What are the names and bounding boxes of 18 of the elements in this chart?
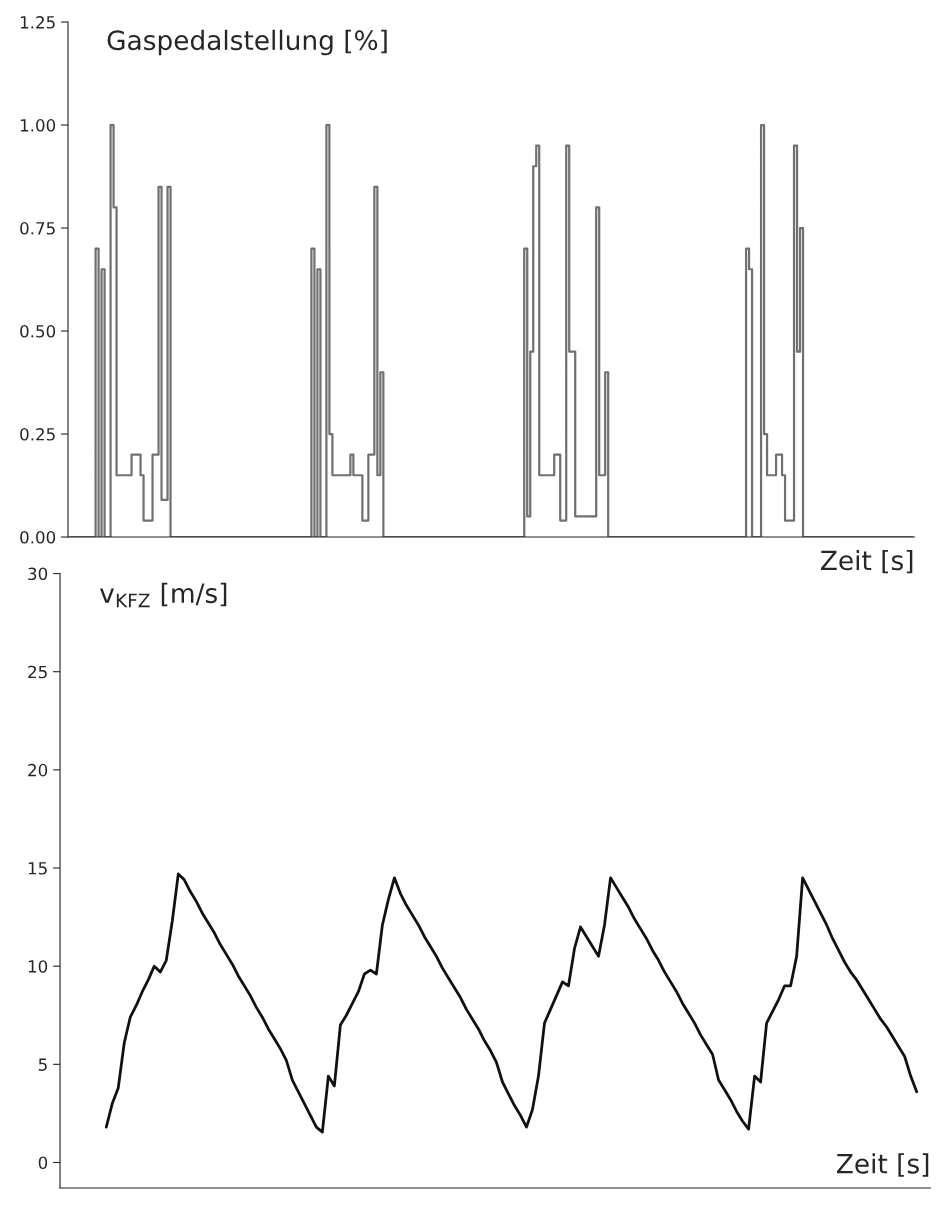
y-tick-label: 5 bbox=[38, 1058, 47, 1071]
y-tick-label: 25 bbox=[28, 665, 47, 679]
y-axis-title: v$_{KFZ}$ [m/s] bbox=[99, 582, 227, 608]
y-tick-label: 10 bbox=[28, 960, 48, 973]
y-tick-label: 0 bbox=[38, 1156, 48, 1170]
y-tick-label: 20 bbox=[28, 763, 48, 777]
y-axis-title: Gaspedalstellung [%] bbox=[107, 29, 387, 56]
y-tick-label: 0.25 bbox=[20, 428, 55, 441]
y-tick-label: 0.00 bbox=[20, 531, 56, 544]
y-tick-label: 30 bbox=[28, 567, 48, 581]
x-axis-title: Zeit [s] bbox=[821, 549, 913, 574]
line-series bbox=[104, 872, 919, 1134]
y-tick-label: 1.25 bbox=[20, 16, 55, 29]
y-tick-label: 0.50 bbox=[20, 325, 56, 338]
x-axis-title: Zeit [s] bbox=[836, 1153, 929, 1177]
y-tick-label: 1.00 bbox=[20, 119, 56, 132]
y-tick-label: 0.75 bbox=[20, 222, 55, 235]
y-tick-label: 15 bbox=[28, 862, 47, 875]
